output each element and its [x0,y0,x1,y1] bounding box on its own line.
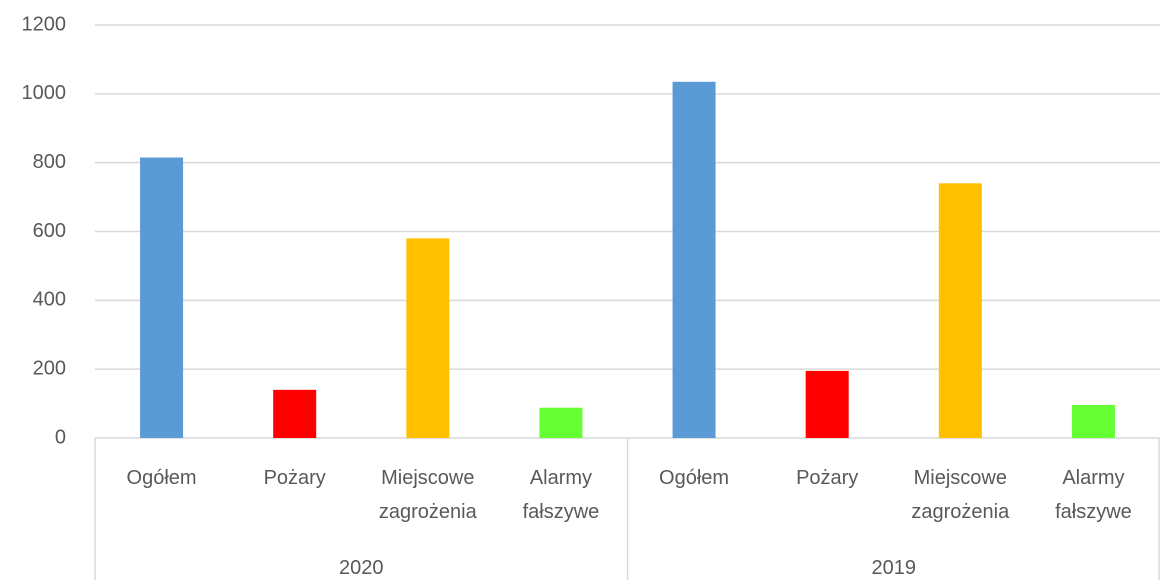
y-tick-label: 1200 [22,13,67,35]
y-tick-label: 800 [33,151,66,173]
bar [539,407,583,438]
group-label: 2020 [339,557,384,579]
bar [1071,404,1115,438]
x-tick-label: Alarmy fałszywe [522,467,600,523]
bar [938,183,982,438]
y-tick-label: 200 [33,357,66,379]
group-label: 2019 [871,557,917,579]
y-tick-label: 0 [55,426,66,448]
x-tick-label: Miejscowe zagrożenia [911,467,1010,523]
x-tick-label: Ogółem [126,467,197,489]
bar [273,389,317,438]
bar [805,370,849,438]
x-tick-label: Miejscowe zagrożenia [378,467,477,523]
bar [140,157,184,439]
x-tick-label: Pożary [263,467,326,489]
x-tick-label: Ogółem [659,467,730,489]
bar [672,81,716,438]
x-tick-label: Alarmy fałszywe [1055,467,1132,523]
bar [406,238,450,438]
y-tick-label: 400 [33,289,66,311]
y-tick-label: 1000 [22,82,67,104]
x-tick-label: Pożary [796,467,859,489]
y-tick-label: 600 [33,220,66,242]
